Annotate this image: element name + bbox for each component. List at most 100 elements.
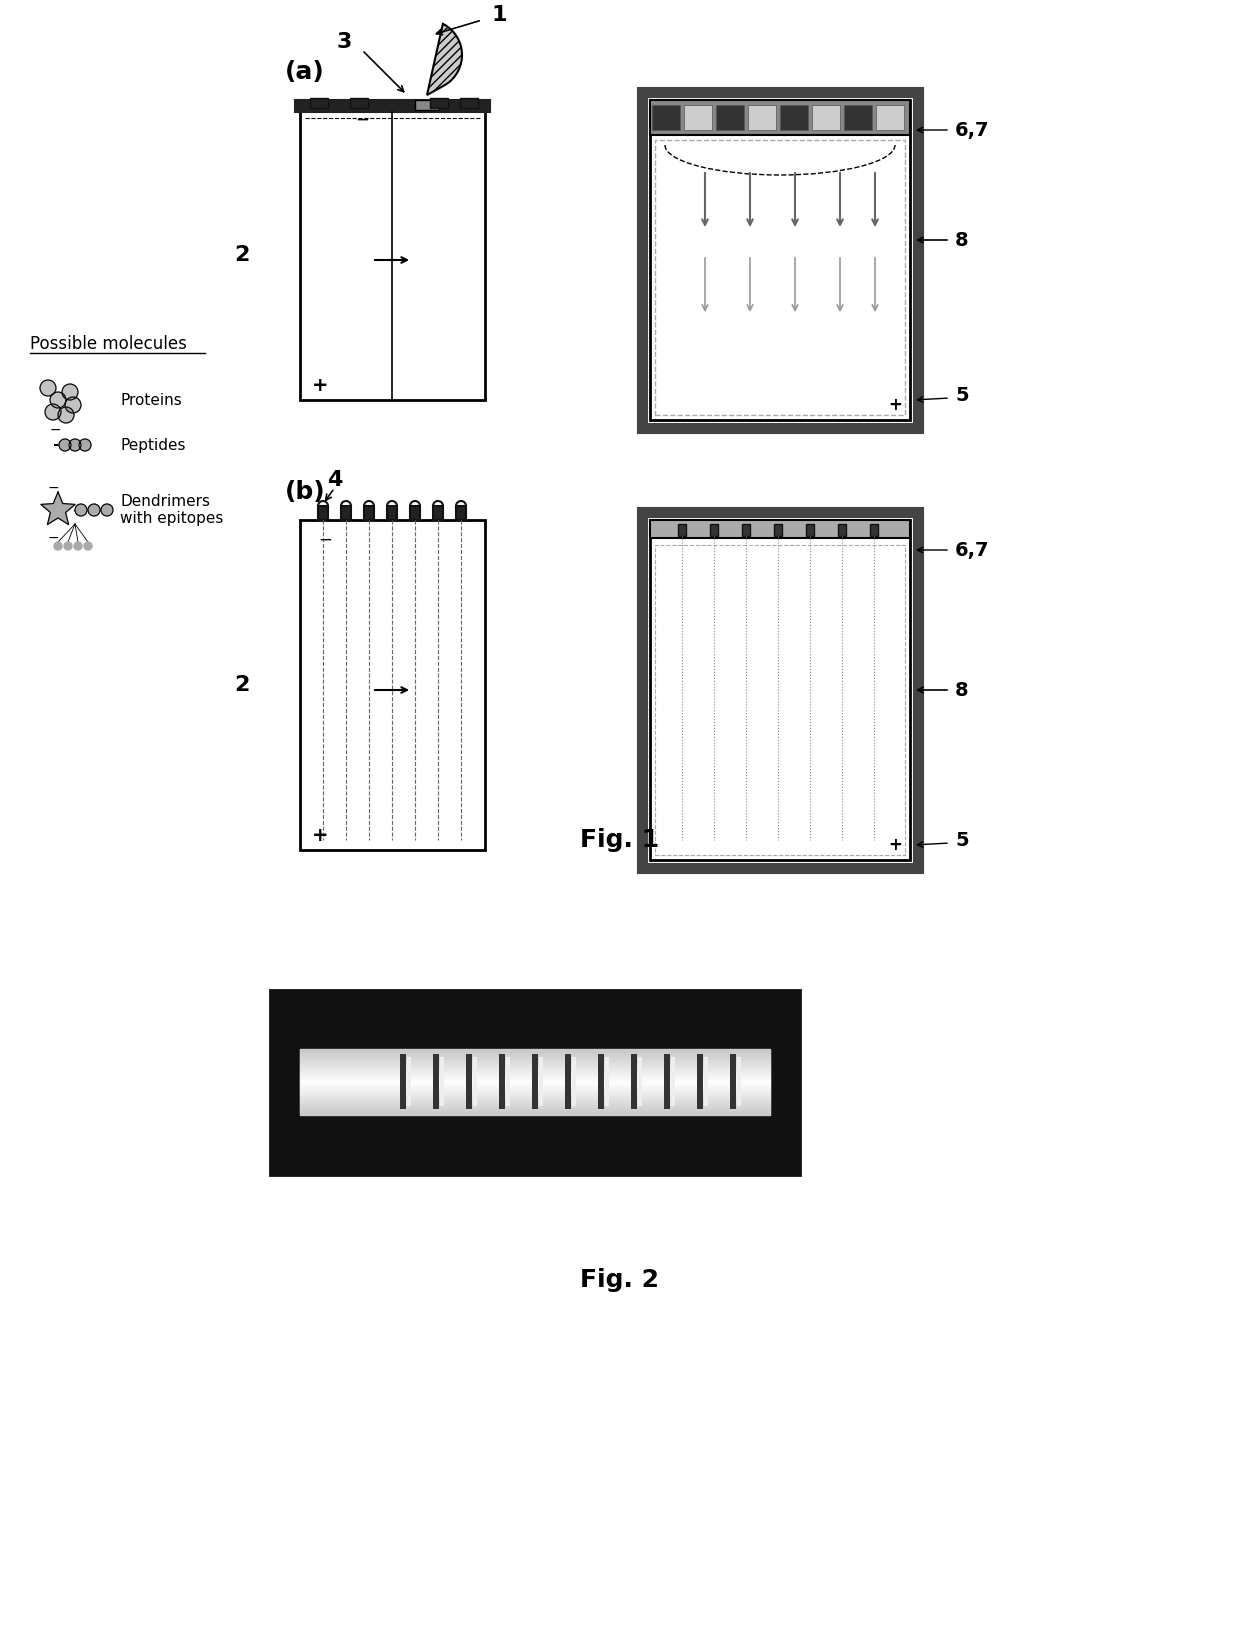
Bar <box>310 98 329 107</box>
Bar <box>652 106 680 130</box>
Bar <box>466 1054 472 1110</box>
Circle shape <box>79 439 91 451</box>
Bar <box>715 106 744 130</box>
Bar <box>684 106 712 130</box>
Bar <box>572 1058 577 1106</box>
Text: Proteins: Proteins <box>120 392 182 407</box>
Bar <box>780 106 808 130</box>
Bar <box>875 106 904 130</box>
Text: Possible molecules: Possible molecules <box>30 335 187 353</box>
Bar <box>365 506 374 521</box>
Text: 2: 2 <box>234 246 250 265</box>
Bar <box>440 1058 444 1106</box>
Bar <box>270 989 800 1175</box>
Text: 6,7: 6,7 <box>955 540 990 560</box>
Bar <box>650 521 910 861</box>
Polygon shape <box>41 491 76 524</box>
Text: Dendrimers
with epitopes: Dendrimers with epitopes <box>120 495 223 526</box>
Bar <box>300 521 485 849</box>
Bar <box>407 1058 410 1106</box>
Bar <box>844 106 872 130</box>
Circle shape <box>88 504 100 516</box>
Text: 6,7: 6,7 <box>955 120 990 140</box>
Text: 5: 5 <box>955 386 968 405</box>
Bar <box>655 140 905 415</box>
Bar <box>539 1058 543 1106</box>
Circle shape <box>45 403 61 420</box>
Bar <box>598 1054 604 1110</box>
Polygon shape <box>427 24 463 94</box>
Bar <box>433 506 443 521</box>
Bar <box>300 99 485 400</box>
Bar <box>456 506 466 521</box>
Bar <box>460 98 477 107</box>
Bar <box>663 1054 670 1110</box>
Bar <box>410 506 420 521</box>
Bar <box>506 1058 510 1106</box>
Text: 8: 8 <box>955 231 968 249</box>
Text: −: − <box>355 111 370 129</box>
Bar <box>774 524 782 535</box>
Circle shape <box>74 542 82 550</box>
Text: +: + <box>888 836 901 854</box>
Bar <box>711 524 718 535</box>
Bar <box>532 1054 538 1110</box>
Text: −: − <box>48 482 60 495</box>
Text: 2: 2 <box>234 675 250 695</box>
Bar <box>838 524 846 535</box>
Bar <box>341 506 351 521</box>
Bar <box>671 1058 675 1106</box>
Bar <box>605 1058 609 1106</box>
Bar <box>433 1054 439 1110</box>
Bar <box>642 513 918 867</box>
Text: 8: 8 <box>955 680 968 700</box>
Circle shape <box>60 439 71 451</box>
Circle shape <box>64 397 81 413</box>
Circle shape <box>40 381 56 395</box>
Bar <box>415 99 439 111</box>
Bar <box>317 506 329 521</box>
Circle shape <box>74 504 87 516</box>
Bar <box>806 524 813 535</box>
Circle shape <box>64 542 72 550</box>
Text: −: − <box>50 423 62 438</box>
Circle shape <box>69 439 81 451</box>
Text: (a): (a) <box>285 60 325 85</box>
Circle shape <box>58 407 74 423</box>
Bar <box>295 99 490 112</box>
Text: Fig. 2: Fig. 2 <box>580 1267 660 1292</box>
Bar <box>350 98 368 107</box>
Bar <box>655 545 905 856</box>
Text: +: + <box>311 376 329 394</box>
Bar <box>748 106 776 130</box>
Text: 4: 4 <box>327 470 342 490</box>
Bar <box>678 524 686 535</box>
Text: (b): (b) <box>285 480 326 504</box>
Circle shape <box>84 542 92 550</box>
Text: 1: 1 <box>492 5 507 24</box>
Bar <box>305 1054 391 1110</box>
Bar <box>737 1058 742 1106</box>
Circle shape <box>50 392 66 408</box>
Bar <box>498 1054 505 1110</box>
Text: −: − <box>48 530 60 545</box>
Bar <box>387 506 397 521</box>
Bar <box>401 1054 405 1110</box>
Text: Peptides: Peptides <box>120 438 186 452</box>
Bar <box>430 98 448 107</box>
Bar <box>565 1054 570 1110</box>
Text: −: − <box>319 530 332 548</box>
Circle shape <box>55 542 62 550</box>
Circle shape <box>100 504 113 516</box>
Bar <box>650 521 910 539</box>
Bar <box>704 1058 708 1106</box>
Bar <box>812 106 839 130</box>
Bar <box>472 1058 477 1106</box>
Bar <box>642 93 918 428</box>
Text: 5: 5 <box>955 830 968 849</box>
Circle shape <box>62 384 78 400</box>
Bar <box>650 99 910 420</box>
Bar <box>650 99 910 135</box>
Text: 3: 3 <box>336 33 352 52</box>
Bar <box>742 524 750 535</box>
